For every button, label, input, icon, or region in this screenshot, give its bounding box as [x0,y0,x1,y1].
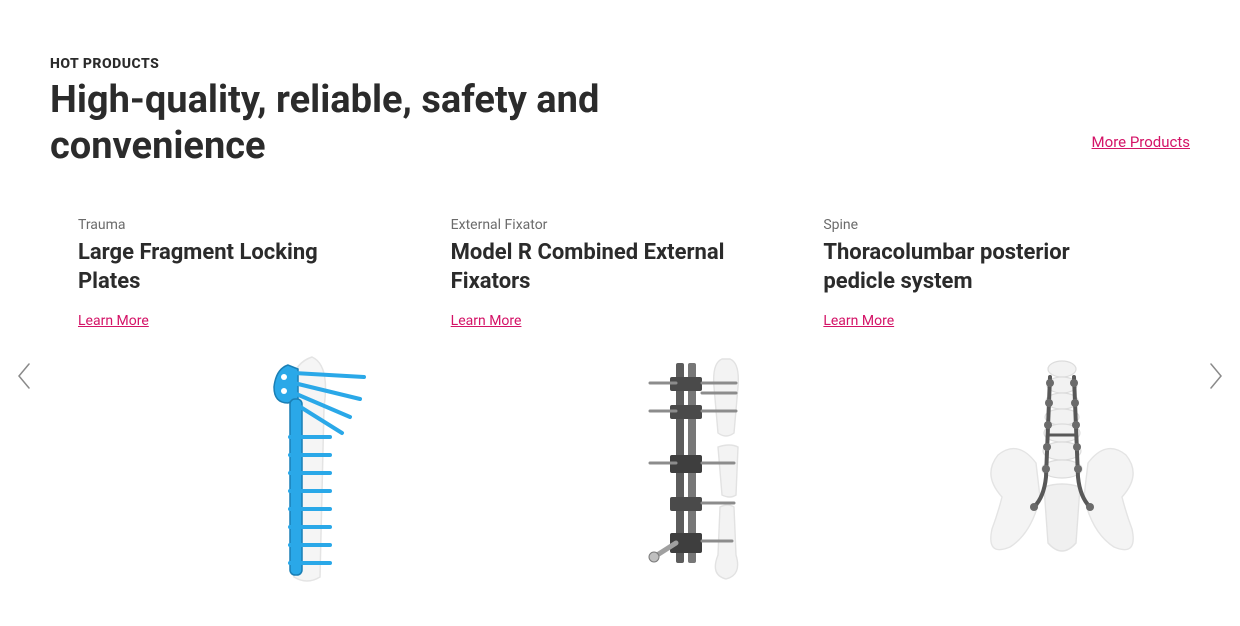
product-illustration [962,347,1162,587]
header-row: HOT PRODUCTS High-quality, reliable, saf… [50,56,1190,169]
product-title: Model R Combined External Fixators [451,239,751,296]
locking-plate-icon [232,347,402,587]
product-card: External Fixator Model R Combined Extern… [451,217,790,577]
product-title: Thoracolumbar posterior pedicle system [823,239,1123,296]
product-category: External Fixator [451,217,790,233]
product-illustration [589,347,789,587]
product-category: Spine [823,217,1162,233]
carousel-next-button[interactable] [1202,362,1230,390]
product-card: Spine Thoracolumbar posterior pedicle sy… [823,217,1162,577]
product-section: HOT PRODUCTS High-quality, reliable, saf… [0,0,1240,577]
section-headline: High-quality, reliable, safety and conve… [50,78,690,169]
learn-more-link[interactable]: Learn More [451,313,522,329]
external-fixator-icon [604,347,774,587]
product-category: Trauma [78,217,417,233]
chevron-left-icon [15,361,33,391]
product-carousel: Trauma Large Fragment Locking Plates Lea… [50,217,1190,577]
section-eyebrow: HOT PRODUCTS [50,56,1092,72]
product-illustration [217,347,417,587]
pedicle-system-icon [962,347,1162,587]
cards-track: Trauma Large Fragment Locking Plates Lea… [50,217,1190,577]
product-title: Large Fragment Locking Plates [78,239,378,296]
more-products-link[interactable]: More Products [1092,133,1190,151]
product-card: Trauma Large Fragment Locking Plates Lea… [78,217,417,577]
header-left: HOT PRODUCTS High-quality, reliable, saf… [50,56,1092,169]
chevron-right-icon [1207,361,1225,391]
learn-more-link[interactable]: Learn More [78,313,149,329]
learn-more-link[interactable]: Learn More [823,313,894,329]
carousel-prev-button[interactable] [10,362,38,390]
